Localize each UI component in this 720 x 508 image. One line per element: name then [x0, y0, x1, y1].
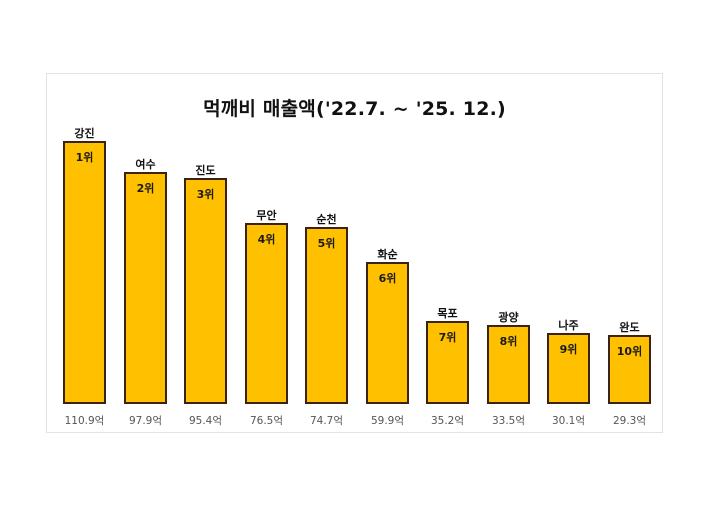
value-label: 29.3억 [612, 415, 647, 427]
rank-label: 1위 [75, 151, 94, 164]
category-label: 강진 [74, 127, 95, 140]
value-label: 30.1억 [551, 415, 586, 427]
value-label: 59.9억 [370, 415, 405, 427]
rank-label: 8위 [499, 335, 518, 348]
bar: 6위 [366, 262, 409, 404]
category-label: 광양 [498, 311, 519, 324]
bar: 3위 [184, 178, 227, 404]
chart-title: 먹깨비 매출액('22.7. ~ '25. 12.) [203, 98, 506, 120]
value-label: 33.5억 [491, 415, 526, 427]
category-label: 진도 [195, 164, 216, 177]
rank-label: 9위 [559, 343, 578, 356]
category-label: 무안 [256, 209, 277, 222]
rank-label: 2위 [136, 182, 155, 195]
bar: 2위 [124, 172, 167, 404]
bar: 4위 [245, 223, 288, 404]
bar: 5위 [305, 227, 348, 404]
bar: 10위 [608, 335, 651, 404]
category-label: 여수 [135, 158, 156, 171]
value-label: 97.9억 [128, 415, 163, 427]
value-label: 95.4억 [188, 415, 223, 427]
rank-label: 10위 [616, 345, 643, 358]
value-label: 74.7억 [309, 415, 344, 427]
rank-label: 4위 [257, 233, 276, 246]
value-label: 76.5억 [249, 415, 284, 427]
rank-label: 6위 [378, 272, 397, 285]
category-label: 완도 [619, 321, 640, 334]
rank-label: 5위 [317, 237, 336, 250]
category-label: 순천 [316, 213, 337, 226]
bar: 7위 [426, 321, 469, 404]
rank-label: 7위 [438, 331, 457, 344]
category-label: 화순 [377, 248, 398, 261]
bar: 9위 [547, 333, 590, 404]
bar: 8위 [487, 325, 530, 404]
chart-frame: 먹깨비 매출액('22.7. ~ '25. 12.) 1위 강진 110.9억 2위 여… [46, 73, 663, 433]
category-label: 목포 [437, 307, 458, 320]
value-label: 110.9억 [64, 415, 105, 427]
category-label: 나주 [558, 319, 579, 332]
rank-label: 3위 [196, 188, 215, 201]
bar: 1위 [63, 141, 106, 404]
value-label: 35.2억 [430, 415, 465, 427]
